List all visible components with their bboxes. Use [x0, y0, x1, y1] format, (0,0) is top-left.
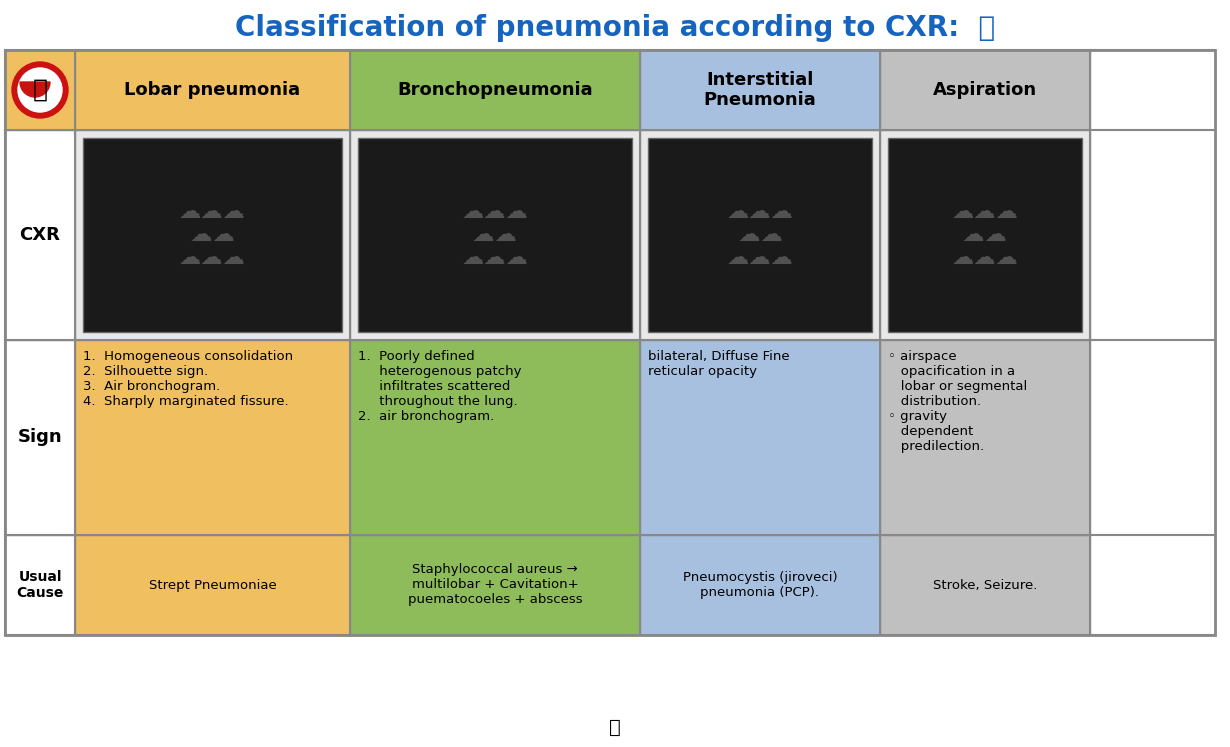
Bar [351, 535, 640, 635]
Bar [648, 138, 872, 332]
Text: 1.  Homogeneous consolidation
2.  Silhouette sign.
3.  Air bronchogram.
4.  Shar: 1. Homogeneous consolidation 2. Silhouet… [82, 350, 293, 408]
Bar [75, 535, 351, 635]
Bar [640, 130, 879, 340]
Text: Classification of pneumonia according to CXR:  👇: Classification of pneumonia according to… [235, 13, 995, 42]
Bar [5, 130, 75, 340]
Bar [5, 50, 75, 130]
Bar [75, 130, 351, 340]
Text: ◦ airspace
   opacification in a
   lobar or segmental
   distribution.
◦ gravit: ◦ airspace opacification in a lobar or s… [888, 350, 1027, 453]
Text: CXR: CXR [20, 226, 60, 244]
Text: 1.  Poorly defined
     heterogenous patchy
     infiltrates scattered
     thro: 1. Poorly defined heterogenous patchy in… [358, 350, 522, 423]
Text: ☁☁☁
  ☁☁  
☁☁☁: ☁☁☁ ☁☁ ☁☁☁ [948, 202, 1021, 268]
Bar [358, 138, 632, 332]
Text: 🐾: 🐾 [609, 718, 621, 737]
Text: Usual
Cause: Usual Cause [16, 570, 64, 600]
Bar [75, 50, 351, 130]
Text: Sign: Sign [17, 429, 63, 447]
Bar [879, 340, 1090, 535]
Text: Lobar pneumonia: Lobar pneumonia [124, 81, 300, 99]
Text: bilateral, Diffuse Fine
reticular opacity: bilateral, Diffuse Fine reticular opacit… [648, 350, 790, 378]
Bar [82, 138, 342, 332]
Text: Pneumocystis (jiroveci)
pneumonia (PCP).: Pneumocystis (jiroveci) pneumonia (PCP). [683, 571, 838, 599]
Wedge shape [20, 82, 50, 97]
Bar [879, 535, 1090, 635]
Circle shape [18, 68, 62, 112]
Text: ☁☁☁
  ☁☁  
☁☁☁: ☁☁☁ ☁☁ ☁☁☁ [723, 202, 797, 268]
Bar [351, 340, 640, 535]
Bar [640, 340, 879, 535]
Bar [351, 50, 640, 130]
Text: Stroke, Seizure.: Stroke, Seizure. [932, 578, 1037, 592]
Text: Strept Pneumoniae: Strept Pneumoniae [149, 578, 277, 592]
Text: 🧒: 🧒 [32, 78, 48, 102]
Bar [5, 50, 1215, 635]
Text: Bronchopneumonia: Bronchopneumonia [397, 81, 593, 99]
Circle shape [12, 62, 68, 118]
Bar [5, 535, 75, 635]
Bar [640, 50, 879, 130]
Text: Interstitial
Pneumonia: Interstitial Pneumonia [704, 71, 817, 109]
Bar [351, 130, 640, 340]
Text: ☁☁☁
  ☁☁  
☁☁☁: ☁☁☁ ☁☁ ☁☁☁ [176, 202, 248, 268]
Bar [640, 535, 879, 635]
Text: Aspiration: Aspiration [932, 81, 1037, 99]
Text: ☁☁☁
  ☁☁  
☁☁☁: ☁☁☁ ☁☁ ☁☁☁ [459, 202, 531, 268]
Bar [879, 50, 1090, 130]
Bar [888, 138, 1082, 332]
Bar [879, 130, 1090, 340]
Bar [75, 340, 351, 535]
Bar [5, 340, 75, 535]
Text: Staphylococcal aureus →
multilobar + Cavitation+
puematocoeles + abscess: Staphylococcal aureus → multilobar + Cav… [407, 563, 582, 607]
